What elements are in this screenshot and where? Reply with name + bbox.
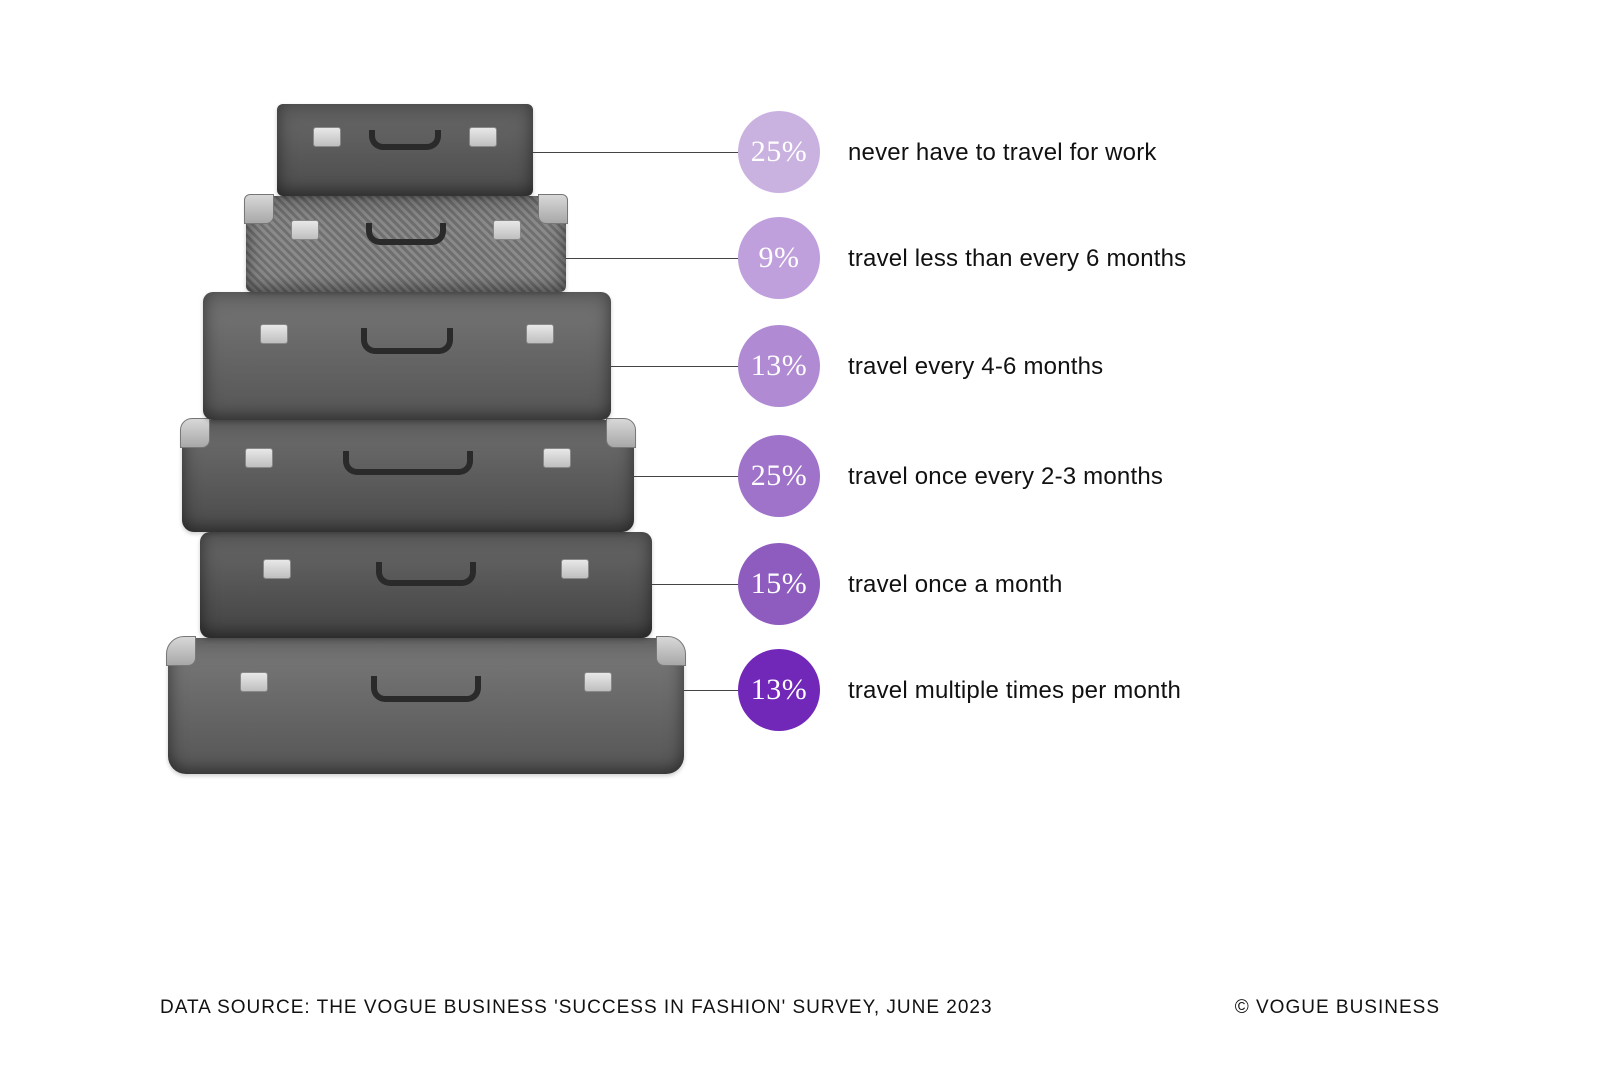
suitcase-corner-icon (656, 636, 686, 666)
suitcase-corner-icon (538, 194, 568, 224)
suitcase-handle-icon (376, 562, 476, 586)
suitcase-latch-icon (561, 559, 589, 579)
category-label: travel once a month (848, 571, 1063, 599)
percent-value: 15% (751, 567, 808, 601)
data-source: DATA SOURCE: THE VOGUE BUSINESS 'SUCCESS… (160, 997, 993, 1019)
suitcase-5 (200, 532, 652, 638)
footer: DATA SOURCE: THE VOGUE BUSINESS 'SUCCESS… (160, 997, 1440, 1019)
leader-line (634, 476, 738, 477)
suitcase-handle-icon (343, 451, 473, 475)
suitcase-latch-icon (291, 220, 319, 240)
suitcase-latch-icon (493, 220, 521, 240)
leader-line (611, 366, 738, 367)
suitcase-handle-icon (371, 676, 481, 702)
category-label: travel multiple times per month (848, 677, 1181, 705)
suitcase-corner-icon (244, 194, 274, 224)
percent-badge: 15% (738, 543, 820, 625)
percent-value: 9% (759, 241, 800, 275)
percent-badge: 13% (738, 325, 820, 407)
suitcase-latch-icon (263, 559, 291, 579)
category-label: never have to travel for work (848, 139, 1157, 167)
suitcase-2 (246, 196, 566, 292)
percent-value: 13% (751, 349, 808, 383)
suitcase-4 (182, 420, 634, 532)
infographic-canvas: 25% never have to travel for work 9% travel… (0, 0, 1600, 1067)
leader-line (684, 690, 738, 691)
suitcase-latch-icon (543, 448, 571, 468)
suitcase-latch-icon (526, 324, 554, 344)
leader-line (566, 258, 738, 259)
suitcase-3 (203, 292, 611, 420)
percent-badge: 13% (738, 649, 820, 731)
percent-badge: 25% (738, 111, 820, 193)
percent-value: 25% (751, 459, 808, 493)
suitcase-handle-icon (366, 223, 446, 245)
percent-badge: 9% (738, 217, 820, 299)
suitcase-latch-icon (240, 672, 268, 692)
suitcase-corner-icon (166, 636, 196, 666)
percent-value: 25% (751, 135, 808, 169)
suitcase-latch-icon (469, 127, 497, 147)
suitcase-latch-icon (584, 672, 612, 692)
suitcase-latch-icon (260, 324, 288, 344)
leader-line (533, 152, 738, 153)
suitcase-6 (168, 638, 684, 774)
category-label: travel once every 2-3 months (848, 463, 1163, 491)
category-label: travel less than every 6 months (848, 245, 1186, 273)
suitcase-latch-icon (245, 448, 273, 468)
copyright: © VOGUE BUSINESS (1235, 997, 1440, 1019)
suitcase-1 (277, 104, 533, 196)
suitcase-corner-icon (180, 418, 210, 448)
suitcase-corner-icon (606, 418, 636, 448)
suitcase-handle-icon (361, 328, 453, 354)
suitcase-handle-icon (369, 130, 441, 150)
suitcase-latch-icon (313, 127, 341, 147)
category-label: travel every 4-6 months (848, 353, 1103, 381)
percent-badge: 25% (738, 435, 820, 517)
leader-line (652, 584, 738, 585)
percent-value: 13% (751, 673, 808, 707)
